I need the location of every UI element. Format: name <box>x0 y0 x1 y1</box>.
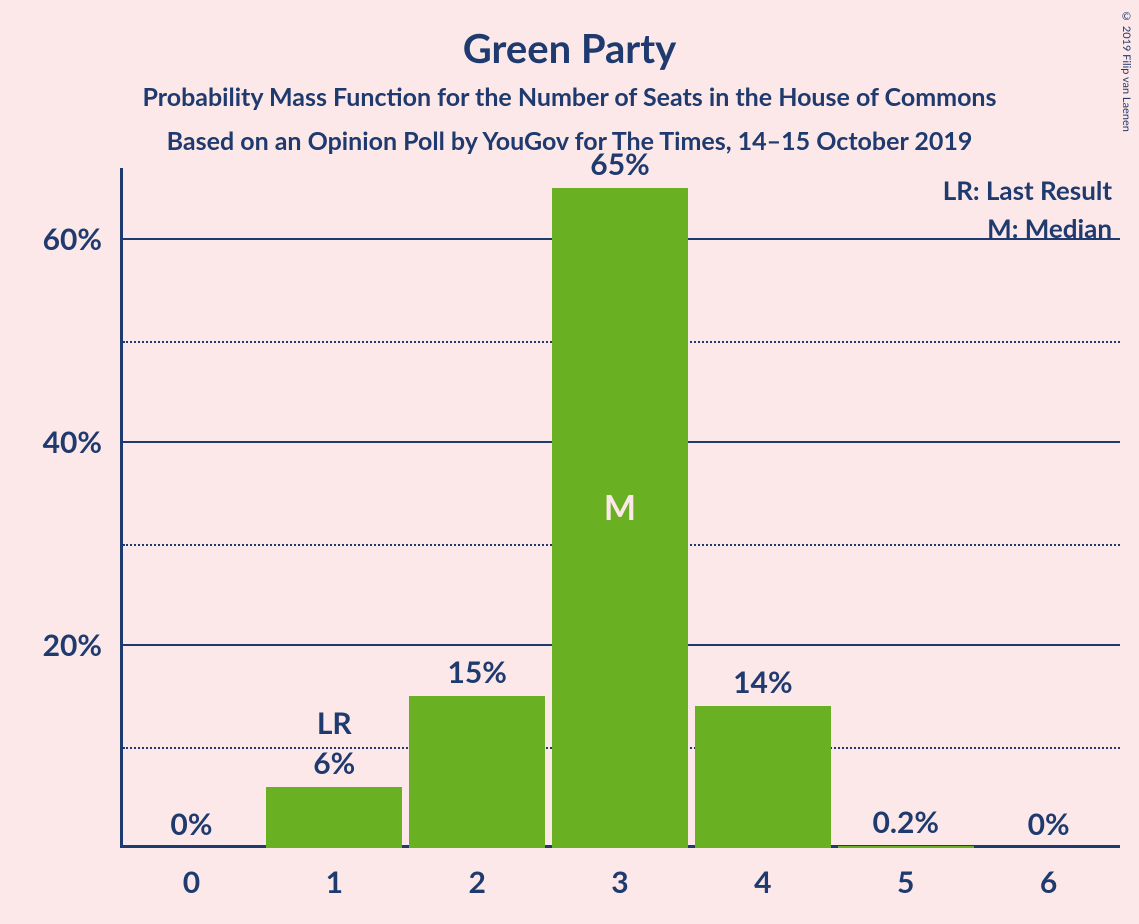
x-tick-label: 1 <box>294 864 374 900</box>
bar-inner-label: M <box>552 487 688 528</box>
bar-value-label: 14% <box>703 664 823 700</box>
chart-plot-area: M <box>120 168 1120 848</box>
bar <box>266 787 402 848</box>
y-tick-label: 60% <box>0 221 102 257</box>
x-tick-label: 5 <box>866 864 946 900</box>
bar <box>695 706 831 848</box>
x-tick-label: 3 <box>580 864 660 900</box>
bar-value-label: 6% <box>274 745 394 781</box>
legend-last-result: LR: Last Result <box>943 174 1112 206</box>
x-tick-label: 6 <box>1009 864 1089 900</box>
bar-value-label: 65% <box>560 146 680 182</box>
chart-subtitle-1: Probability Mass Function for the Number… <box>0 82 1139 112</box>
bar-value-label: 0% <box>989 806 1109 842</box>
bar-value-label: 0% <box>131 806 251 842</box>
y-tick-label: 20% <box>0 627 102 663</box>
x-tick-label: 2 <box>437 864 517 900</box>
bar <box>838 846 974 848</box>
x-tick-label: 4 <box>723 864 803 900</box>
bar <box>409 696 545 848</box>
bar-annotation: LR <box>274 705 394 741</box>
y-tick-label: 40% <box>0 424 102 460</box>
bar-value-label: 15% <box>417 654 537 690</box>
chart-title: Green Party <box>0 24 1139 72</box>
bar-value-label: 0.2% <box>846 804 966 840</box>
x-tick-label: 0 <box>151 864 231 900</box>
legend-median: M: Median <box>987 212 1112 244</box>
